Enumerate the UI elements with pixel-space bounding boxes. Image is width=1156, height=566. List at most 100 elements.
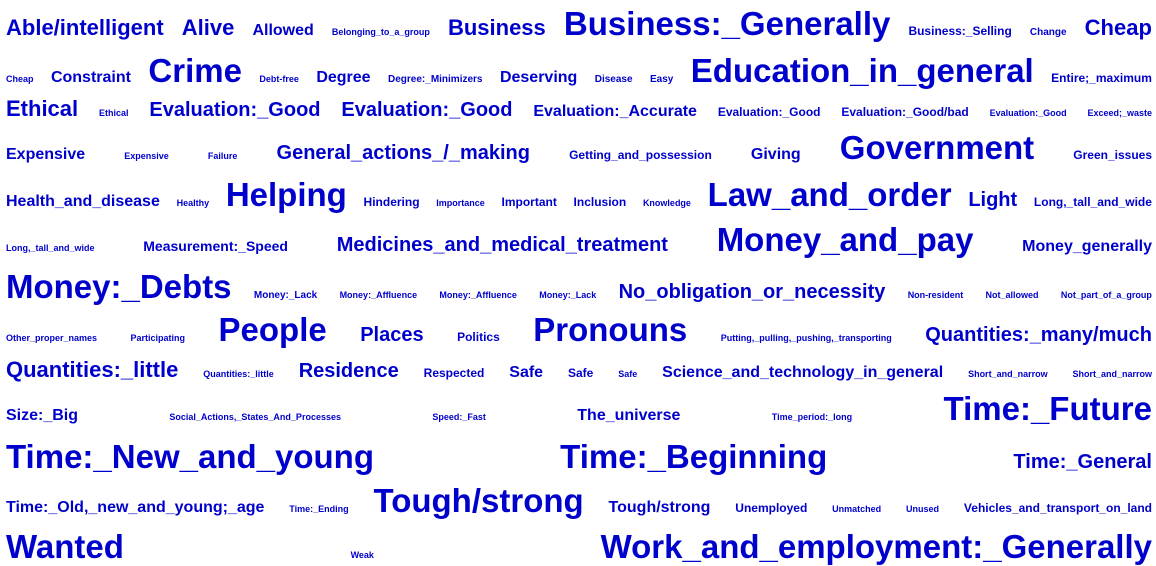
- cloud-word[interactable]: Failure: [207, 150, 238, 161]
- cloud-word[interactable]: Time:_Ending: [289, 503, 349, 514]
- cloud-word[interactable]: Helping: [225, 175, 347, 213]
- cloud-word[interactable]: Weak: [350, 549, 374, 560]
- cloud-word[interactable]: Important: [501, 194, 557, 209]
- cloud-word[interactable]: Evaluation:_Good: [717, 104, 821, 119]
- cloud-word[interactable]: Evaluation:_Good/bad: [841, 104, 969, 119]
- cloud-word[interactable]: Money:_Affluence: [339, 289, 418, 300]
- cloud-word[interactable]: Non-resident: [907, 289, 964, 300]
- cloud-word[interactable]: Pronouns: [533, 310, 688, 348]
- cloud-word[interactable]: Places: [360, 323, 424, 346]
- cloud-word[interactable]: Belonging_to_a_group: [331, 26, 430, 37]
- cloud-word[interactable]: Respected: [423, 365, 485, 380]
- cloud-word[interactable]: Science_and_technology_in_general: [662, 363, 944, 381]
- cloud-word[interactable]: The_universe: [577, 406, 681, 424]
- cloud-word[interactable]: Size:_Big: [6, 406, 79, 424]
- cloud-word[interactable]: Money:_Debts: [6, 267, 232, 305]
- cloud-word[interactable]: Participating: [130, 332, 186, 343]
- cloud-word[interactable]: Quantities:_little: [6, 356, 179, 382]
- cloud-word[interactable]: Debt-free: [259, 73, 299, 84]
- cloud-word[interactable]: Hindering: [363, 194, 420, 209]
- cloud-word[interactable]: Ethical: [6, 95, 79, 121]
- cloud-word[interactable]: Knowledge: [642, 197, 691, 208]
- cloud-word[interactable]: Business:_Selling: [908, 23, 1012, 38]
- cloud-word[interactable]: Politics: [457, 329, 500, 344]
- cloud-word[interactable]: Cheap: [6, 73, 34, 84]
- cloud-word[interactable]: Light: [968, 188, 1018, 211]
- cloud-word[interactable]: Allowed: [252, 21, 314, 39]
- cloud-word[interactable]: Exceed;_waste: [1087, 107, 1152, 118]
- cloud-word[interactable]: Deserving: [499, 68, 578, 86]
- cloud-word[interactable]: Not_part_of_a_group: [1060, 289, 1152, 300]
- cloud-word[interactable]: Health_and_disease: [6, 192, 160, 210]
- cloud-word[interactable]: Unmatched: [832, 503, 882, 514]
- cloud-word[interactable]: Able/intelligent: [6, 14, 164, 40]
- cloud-word[interactable]: Money:_Lack: [253, 289, 318, 301]
- cloud-word[interactable]: Speed:_Fast: [432, 411, 486, 422]
- cloud-word[interactable]: Measurement:_Speed: [143, 237, 288, 254]
- cloud-word[interactable]: No_obligation_or_necessity: [618, 280, 886, 303]
- cloud-word[interactable]: Time:_General: [1013, 450, 1152, 473]
- cloud-word[interactable]: Money_generally: [1022, 237, 1152, 255]
- cloud-word[interactable]: Expensive: [6, 145, 86, 163]
- cloud-word[interactable]: Evaluation:_Good: [989, 107, 1067, 118]
- cloud-word[interactable]: General_actions_/_making: [276, 141, 530, 164]
- cloud-word[interactable]: Degree: [316, 68, 371, 86]
- cloud-word[interactable]: Government: [839, 128, 1035, 166]
- cloud-word[interactable]: Expensive: [124, 150, 169, 161]
- cloud-word[interactable]: Quantities:_little: [203, 368, 274, 379]
- cloud-word[interactable]: Time_period:_long: [771, 411, 853, 422]
- cloud-word[interactable]: Giving: [750, 145, 801, 163]
- cloud-word[interactable]: Disease: [594, 73, 633, 85]
- cloud-word[interactable]: Short_and_narrow: [968, 368, 1048, 379]
- cloud-word[interactable]: Time:_Beginning: [560, 437, 828, 475]
- cloud-word[interactable]: Money:_Lack: [539, 289, 597, 300]
- cloud-word[interactable]: Healthy: [176, 197, 210, 208]
- cloud-word[interactable]: Money_and_pay: [716, 220, 974, 258]
- cloud-word[interactable]: Alive: [181, 14, 235, 40]
- cloud-word[interactable]: Degree:_Minimizers: [388, 73, 483, 85]
- cloud-word[interactable]: Easy: [650, 73, 674, 85]
- cloud-word[interactable]: Cheap: [1084, 14, 1152, 40]
- cloud-word[interactable]: Importance: [436, 197, 485, 208]
- cloud-word[interactable]: Crime: [148, 51, 242, 89]
- cloud-word[interactable]: Tough/strong: [608, 498, 711, 516]
- cloud-word[interactable]: Change: [1029, 26, 1067, 38]
- cloud-word[interactable]: Wanted: [6, 527, 124, 565]
- cloud-word[interactable]: Putting,_pulling,_pushing,_transporting: [720, 332, 892, 343]
- cloud-word[interactable]: Social_Actions,_States_And_Processes: [169, 411, 341, 422]
- cloud-word[interactable]: Time:_Future: [943, 389, 1152, 427]
- cloud-word[interactable]: Work_and_employment:_Generally: [600, 527, 1152, 565]
- cloud-word[interactable]: Unemployed: [735, 500, 808, 515]
- cloud-word[interactable]: Quantities:_many/much: [925, 323, 1152, 346]
- cloud-word[interactable]: Evaluation:_Good: [149, 98, 321, 121]
- cloud-word[interactable]: Business: [447, 14, 546, 40]
- cloud-word[interactable]: Entire;_maximum: [1051, 70, 1152, 85]
- cloud-word[interactable]: Unused: [906, 503, 940, 514]
- cloud-word[interactable]: Tough/strong: [373, 481, 584, 519]
- cloud-word[interactable]: Other_proper_names: [6, 332, 98, 343]
- cloud-word[interactable]: Time:_New_and_young: [6, 437, 374, 475]
- cloud-word[interactable]: Safe: [618, 368, 638, 379]
- cloud-word[interactable]: Safe: [567, 365, 594, 380]
- cloud-word[interactable]: Long,_tall_and_wide: [6, 242, 95, 253]
- cloud-word[interactable]: Business:_Generally: [563, 4, 891, 42]
- cloud-word[interactable]: Getting_and_possession: [569, 147, 712, 162]
- cloud-word[interactable]: Evaluation:_Good: [341, 98, 513, 121]
- cloud-word[interactable]: Long,_tall_and_wide: [1033, 194, 1152, 209]
- cloud-word[interactable]: Safe: [509, 363, 544, 381]
- cloud-word[interactable]: Green_issues: [1073, 147, 1152, 162]
- cloud-word[interactable]: Constraint: [50, 68, 131, 86]
- cloud-word[interactable]: Education_in_general: [690, 51, 1034, 89]
- cloud-word[interactable]: Medicines_and_medical_treatment: [336, 233, 668, 256]
- cloud-word[interactable]: Ethical: [99, 107, 129, 118]
- cloud-word[interactable]: Short_and_narrow: [1072, 368, 1152, 379]
- cloud-word[interactable]: People: [218, 310, 327, 348]
- cloud-word[interactable]: Vehicles_and_transport_on_land: [963, 500, 1152, 515]
- cloud-word[interactable]: Evaluation:_Accurate: [533, 102, 697, 120]
- cloud-word[interactable]: Money:_Affluence: [439, 289, 517, 300]
- cloud-word[interactable]: Residence: [298, 359, 399, 382]
- cloud-word[interactable]: Time:_Old,_new_and_young;_age: [6, 498, 265, 516]
- cloud-word[interactable]: Law_and_order: [707, 175, 952, 213]
- cloud-word[interactable]: Inclusion: [573, 194, 627, 209]
- cloud-word[interactable]: Not_allowed: [985, 289, 1039, 300]
